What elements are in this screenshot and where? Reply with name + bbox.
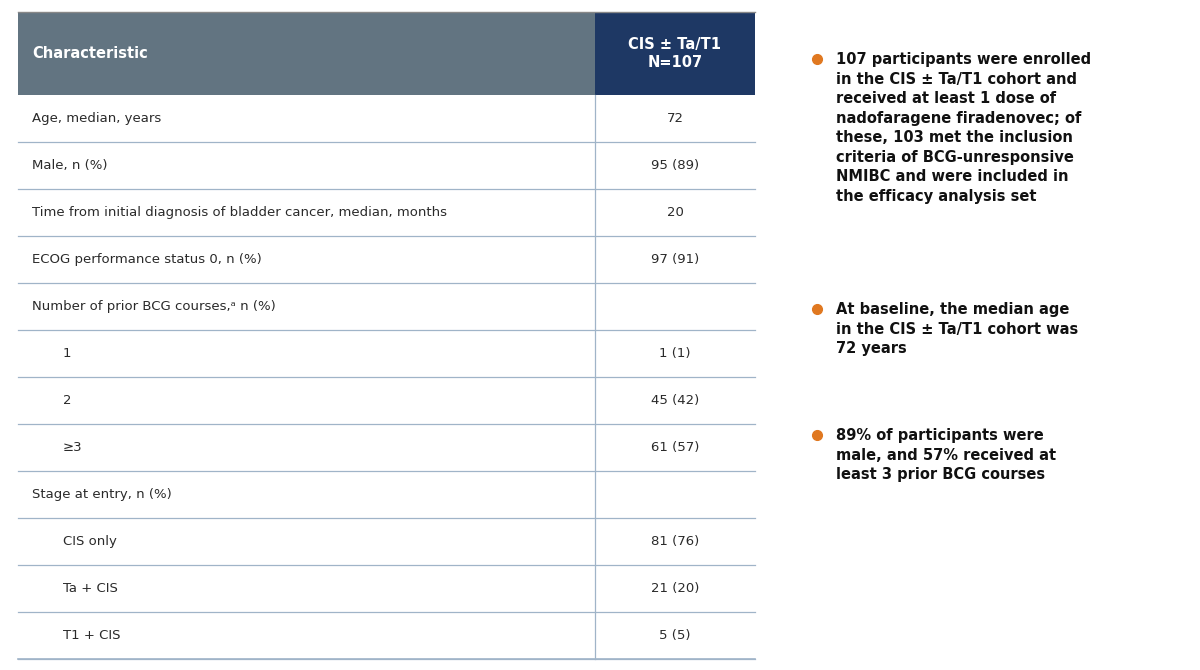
Text: 81 (76): 81 (76) (650, 535, 700, 548)
Bar (18, 95, 755, 142)
Bar (18, 283, 755, 330)
Text: Male, n (%): Male, n (%) (32, 159, 108, 172)
Bar (18, 424, 755, 471)
Text: CIS ± Ta/T1
N=107: CIS ± Ta/T1 N=107 (629, 38, 721, 70)
Text: Number of prior BCG courses,ᵃ n (%): Number of prior BCG courses,ᵃ n (%) (32, 300, 276, 313)
Text: Time from initial diagnosis of bladder cancer, median, months: Time from initial diagnosis of bladder c… (32, 206, 446, 219)
Bar (18, 518, 755, 565)
Text: Age, median, years: Age, median, years (32, 112, 161, 125)
Text: 1: 1 (64, 347, 72, 360)
Text: At baseline, the median age
in the CIS ± Ta/T1 cohort was
72 years: At baseline, the median age in the CIS ±… (836, 302, 1079, 356)
Text: Stage at entry, n (%): Stage at entry, n (%) (32, 488, 172, 501)
Text: 89% of participants were
male, and 57% received at
least 3 prior BCG courses: 89% of participants were male, and 57% r… (836, 428, 1056, 482)
Text: Ta + CIS: Ta + CIS (64, 582, 118, 595)
Bar (18, 330, 755, 377)
Bar (18, 236, 755, 283)
Bar (18, 612, 755, 659)
Bar (18, 471, 755, 518)
Text: 1 (1): 1 (1) (659, 347, 691, 360)
Bar (18, 377, 755, 424)
Bar (18, 565, 755, 612)
Text: 72: 72 (666, 112, 684, 125)
Text: 107 participants were enrolled
in the CIS ± Ta/T1 cohort and
received at least 1: 107 participants were enrolled in the CI… (836, 52, 1091, 204)
Text: T1 + CIS: T1 + CIS (64, 629, 120, 642)
Text: 97 (91): 97 (91) (650, 253, 700, 266)
Bar (18, 189, 755, 236)
Text: 61 (57): 61 (57) (650, 441, 700, 454)
Text: 95 (89): 95 (89) (650, 159, 700, 172)
Text: 45 (42): 45 (42) (650, 394, 700, 407)
Text: 21 (20): 21 (20) (650, 582, 700, 595)
Bar (18, 12, 595, 95)
Text: 20: 20 (666, 206, 684, 219)
Text: CIS only: CIS only (64, 535, 116, 548)
Bar (595, 12, 755, 95)
Text: ECOG performance status 0, n (%): ECOG performance status 0, n (%) (32, 253, 262, 266)
Bar (18, 142, 755, 189)
Text: 2: 2 (64, 394, 72, 407)
Text: ≥3: ≥3 (64, 441, 83, 454)
Text: 5 (5): 5 (5) (659, 629, 691, 642)
Text: Characteristic: Characteristic (32, 46, 148, 61)
